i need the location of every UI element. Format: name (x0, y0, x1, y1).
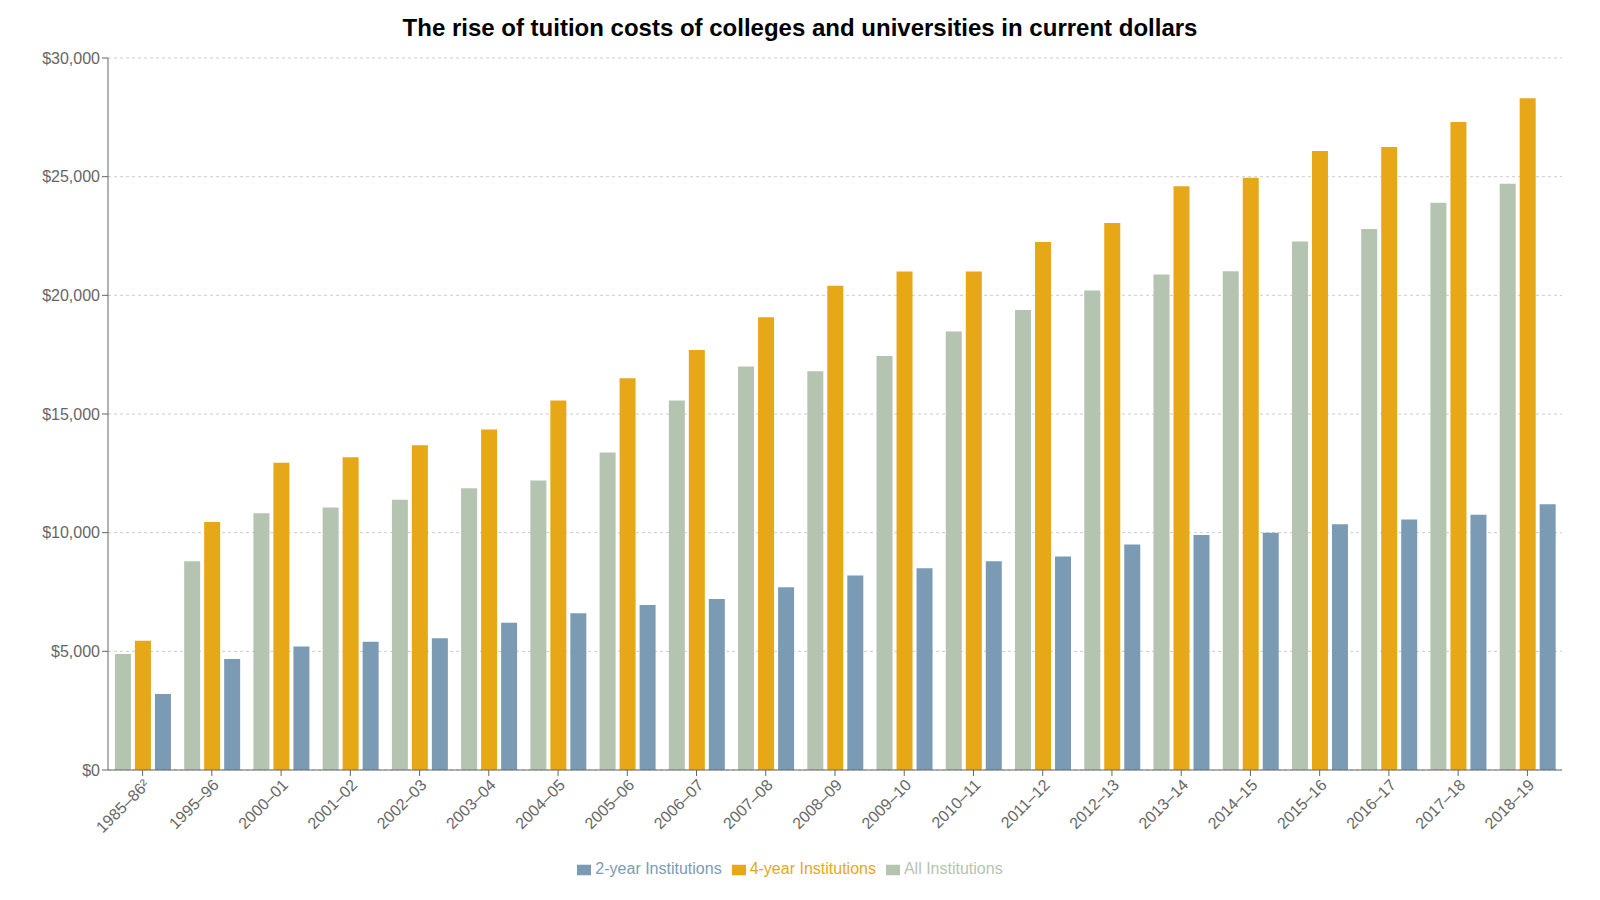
svg-text:2011–12: 2011–12 (998, 776, 1053, 831)
svg-text:2007–08: 2007–08 (720, 776, 776, 832)
svg-text:$10,000: $10,000 (42, 524, 100, 541)
svg-text:2014–15: 2014–15 (1205, 776, 1261, 832)
svg-text:1995–96: 1995–96 (166, 776, 222, 832)
svg-text:$20,000: $20,000 (42, 287, 100, 304)
html-text:The rise of tuition costs of c: The rise of tuition costs of colleges an… (402, 14, 1198, 41)
svg-text:$30,000: $30,000 (42, 50, 100, 67)
svg-text:2003–04: 2003–04 (443, 776, 499, 832)
svg-text:2005–06: 2005–06 (581, 776, 637, 832)
svg-text:2013–14: 2013–14 (1135, 776, 1191, 832)
svg-text:$0: $0 (82, 762, 100, 779)
html-text:2-year Institutions: 2-year Institutions (595, 860, 722, 877)
html-text:All Institutions: All Institutions (903, 860, 1003, 877)
svg-text:2002–03: 2002–03 (374, 776, 430, 832)
svg-text:2018–19: 2018–19 (1481, 776, 1537, 832)
svg-text:$25,000: $25,000 (42, 168, 100, 185)
svg-text:2004–05: 2004–05 (512, 776, 568, 832)
svg-text:$5,000: $5,000 (51, 643, 100, 660)
svg-text:2009–10: 2009–10 (858, 776, 914, 832)
svg-text:2000–01: 2000–01 (235, 776, 291, 832)
svg-text:2001–02: 2001–02 (304, 776, 360, 832)
svg-text:$15,000: $15,000 (42, 406, 100, 423)
svg-text:2008–09: 2008–09 (789, 776, 845, 832)
svg-text:2017–18: 2017–18 (1412, 776, 1468, 832)
svg-text:2012–13: 2012–13 (1066, 776, 1122, 832)
html-text:4-year Institutions: 4-year Institutions (749, 860, 876, 877)
svg-text:2010–11: 2010–11 (928, 776, 983, 831)
svg-text:2006–07: 2006–07 (651, 776, 707, 832)
svg-text:2016–17: 2016–17 (1343, 776, 1399, 832)
svg-text:2015–16: 2015–16 (1274, 776, 1330, 832)
svg-text:1985–86²: 1985–86² (93, 776, 153, 836)
